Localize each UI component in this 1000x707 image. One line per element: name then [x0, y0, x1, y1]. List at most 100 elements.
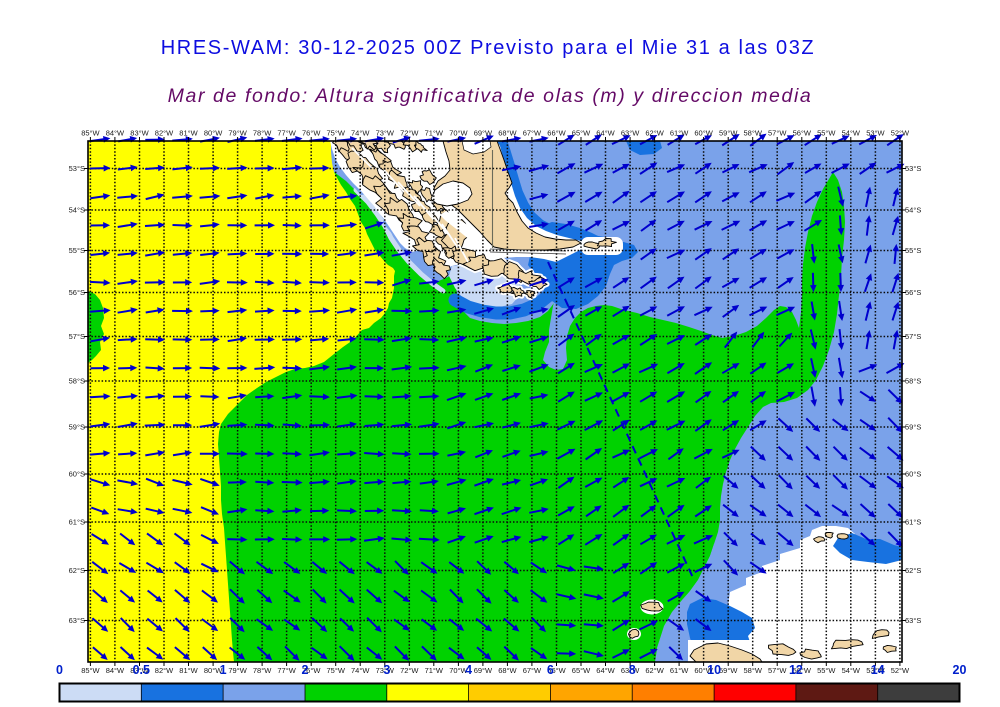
svg-text:75°W: 75°W	[326, 129, 345, 138]
svg-text:14: 14	[871, 663, 885, 677]
svg-text:82°W: 82°W	[155, 666, 174, 675]
svg-text:67°W: 67°W	[523, 666, 542, 675]
svg-text:64°W: 64°W	[596, 666, 615, 675]
svg-text:60°W: 60°W	[694, 666, 713, 675]
svg-text:81°W: 81°W	[179, 129, 198, 138]
svg-text:85°W: 85°W	[81, 129, 100, 138]
svg-text:83°W: 83°W	[130, 129, 149, 138]
svg-text:6: 6	[547, 663, 554, 677]
svg-text:84°W: 84°W	[106, 129, 125, 138]
svg-text:54°S: 54°S	[69, 206, 85, 215]
svg-text:81°W: 81°W	[179, 666, 198, 675]
svg-text:77°W: 77°W	[277, 129, 296, 138]
svg-text:10: 10	[707, 663, 721, 677]
svg-text:4: 4	[465, 663, 472, 677]
svg-text:65°W: 65°W	[572, 129, 591, 138]
svg-text:61°W: 61°W	[670, 666, 689, 675]
svg-text:57°W: 57°W	[768, 666, 787, 675]
svg-text:64°W: 64°W	[596, 129, 615, 138]
svg-text:54°W: 54°W	[842, 666, 861, 675]
svg-text:60°S: 60°S	[905, 470, 921, 479]
svg-text:79°W: 79°W	[228, 129, 247, 138]
svg-text:56°S: 56°S	[69, 288, 85, 297]
svg-text:12: 12	[789, 663, 803, 677]
svg-text:55°S: 55°S	[905, 246, 921, 255]
svg-text:58°W: 58°W	[743, 666, 762, 675]
svg-text:56°S: 56°S	[905, 288, 921, 297]
svg-text:53°S: 53°S	[69, 164, 85, 173]
svg-text:57°W: 57°W	[768, 129, 787, 138]
svg-text:83°W: 83°W	[130, 666, 149, 675]
svg-text:56°W: 56°W	[793, 666, 812, 675]
svg-text:61°S: 61°S	[69, 518, 85, 527]
svg-text:0: 0	[56, 663, 63, 677]
svg-text:78°W: 78°W	[253, 666, 272, 675]
svg-text:72°W: 72°W	[400, 129, 419, 138]
svg-text:59°W: 59°W	[719, 666, 738, 675]
svg-text:55°W: 55°W	[817, 666, 836, 675]
svg-text:73°W: 73°W	[376, 666, 395, 675]
svg-text:53°S: 53°S	[905, 164, 921, 173]
svg-text:63°S: 63°S	[69, 616, 85, 625]
svg-text:60°W: 60°W	[694, 129, 713, 138]
svg-text:8: 8	[629, 663, 636, 677]
svg-text:54°W: 54°W	[842, 129, 861, 138]
svg-text:61°S: 61°S	[905, 518, 921, 527]
svg-text:63°W: 63°W	[621, 129, 640, 138]
svg-text:71°W: 71°W	[425, 129, 444, 138]
svg-text:58°S: 58°S	[905, 377, 921, 386]
svg-text:78°W: 78°W	[253, 129, 272, 138]
svg-text:70°W: 70°W	[449, 666, 468, 675]
svg-text:58°W: 58°W	[743, 129, 762, 138]
svg-text:68°W: 68°W	[498, 666, 517, 675]
svg-text:61°W: 61°W	[670, 129, 689, 138]
svg-text:59°S: 59°S	[905, 423, 921, 432]
svg-text:57°S: 57°S	[905, 332, 921, 341]
svg-text:80°W: 80°W	[204, 666, 223, 675]
svg-text:69°W: 69°W	[474, 129, 493, 138]
svg-text:55°S: 55°S	[69, 246, 85, 255]
svg-text:82°W: 82°W	[155, 129, 174, 138]
svg-text:85°W: 85°W	[81, 666, 100, 675]
svg-text:69°W: 69°W	[474, 666, 493, 675]
svg-text:63°W: 63°W	[621, 666, 640, 675]
svg-text:70°W: 70°W	[449, 129, 468, 138]
svg-text:77°W: 77°W	[277, 666, 296, 675]
svg-text:67°W: 67°W	[523, 129, 542, 138]
svg-text:59°W: 59°W	[719, 129, 738, 138]
svg-text:74°W: 74°W	[351, 666, 370, 675]
svg-text:59°S: 59°S	[69, 423, 85, 432]
svg-text:74°W: 74°W	[351, 129, 370, 138]
svg-text:62°S: 62°S	[905, 566, 921, 575]
svg-text:62°W: 62°W	[645, 129, 664, 138]
svg-text:65°W: 65°W	[572, 666, 591, 675]
svg-text:62°S: 62°S	[69, 566, 85, 575]
svg-text:84°W: 84°W	[106, 666, 125, 675]
svg-text:57°S: 57°S	[69, 332, 85, 341]
svg-text:56°W: 56°W	[793, 129, 812, 138]
svg-text:1: 1	[220, 663, 227, 677]
svg-text:72°W: 72°W	[400, 666, 419, 675]
svg-text:0.5: 0.5	[133, 663, 150, 677]
svg-text:66°W: 66°W	[547, 666, 566, 675]
svg-text:52°W: 52°W	[891, 666, 910, 675]
svg-text:63°S: 63°S	[905, 616, 921, 625]
svg-text:79°W: 79°W	[228, 666, 247, 675]
svg-text:20: 20	[953, 663, 967, 677]
svg-text:73°W: 73°W	[376, 129, 395, 138]
svg-text:53°W: 53°W	[866, 666, 885, 675]
svg-text:55°W: 55°W	[817, 129, 836, 138]
svg-text:60°S: 60°S	[69, 470, 85, 479]
svg-text:52°W: 52°W	[891, 129, 910, 138]
svg-text:71°W: 71°W	[425, 666, 444, 675]
svg-text:76°W: 76°W	[302, 129, 321, 138]
svg-text:75°W: 75°W	[326, 666, 345, 675]
svg-text:54°S: 54°S	[905, 206, 921, 215]
svg-text:3: 3	[383, 663, 390, 677]
svg-text:62°W: 62°W	[645, 666, 664, 675]
svg-text:66°W: 66°W	[547, 129, 566, 138]
svg-text:76°W: 76°W	[302, 666, 321, 675]
svg-text:53°W: 53°W	[866, 129, 885, 138]
svg-text:80°W: 80°W	[204, 129, 223, 138]
svg-text:58°S: 58°S	[69, 377, 85, 386]
